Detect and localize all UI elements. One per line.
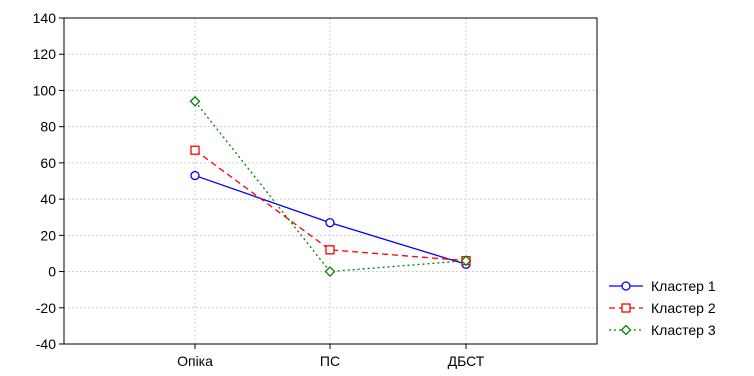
legend-item-3: Кластер 3 [609, 322, 716, 338]
x-tick-label: ПС [320, 353, 340, 369]
series-1-point-2 [325, 218, 335, 228]
y-tick-label: 20 [40, 227, 56, 243]
series-3-point-1 [189, 95, 201, 107]
series-2-point-1 [190, 145, 200, 155]
legend-item-1: Кластер 1 [609, 278, 716, 294]
legend-label: Кластер 2 [651, 300, 716, 316]
y-tick-label: 40 [40, 191, 56, 207]
series-3 [189, 95, 472, 277]
y-tick-label: 0 [48, 264, 56, 280]
series-3-point-2 [324, 266, 336, 277]
legend-label: Кластер 3 [651, 322, 716, 338]
series-2-point-2 [325, 245, 335, 255]
axes: -40 -20 0 20 40 60 80 100 120 140 Опіка ПС ДБСТ [33, 10, 485, 369]
legend: Кластер 1 Кластер 2 Кластер 3 [609, 278, 716, 338]
series-1-point-1 [190, 170, 200, 181]
legend-item-2: Кластер 2 [609, 300, 716, 316]
y-tick-label: 100 [33, 82, 57, 98]
x-tick-label: Опіка [177, 353, 213, 369]
legend-label: Кластер 1 [651, 278, 716, 294]
y-tick-label: -40 [36, 336, 56, 352]
series-2-line [194, 149, 467, 262]
y-tick-label: -20 [36, 300, 56, 316]
y-tick-label: 140 [33, 10, 57, 26]
legend-marker [620, 324, 632, 336]
x-tick-label: ДБСТ [448, 353, 485, 369]
y-tick-label: 120 [33, 46, 57, 62]
grid-lines [64, 18, 597, 344]
series-group [189, 95, 472, 277]
legend-marker [621, 281, 631, 291]
series-3-point-3 [460, 255, 472, 267]
y-tick-label: 60 [40, 155, 56, 171]
y-tick-label: 80 [40, 119, 56, 135]
legend-marker [621, 303, 631, 313]
